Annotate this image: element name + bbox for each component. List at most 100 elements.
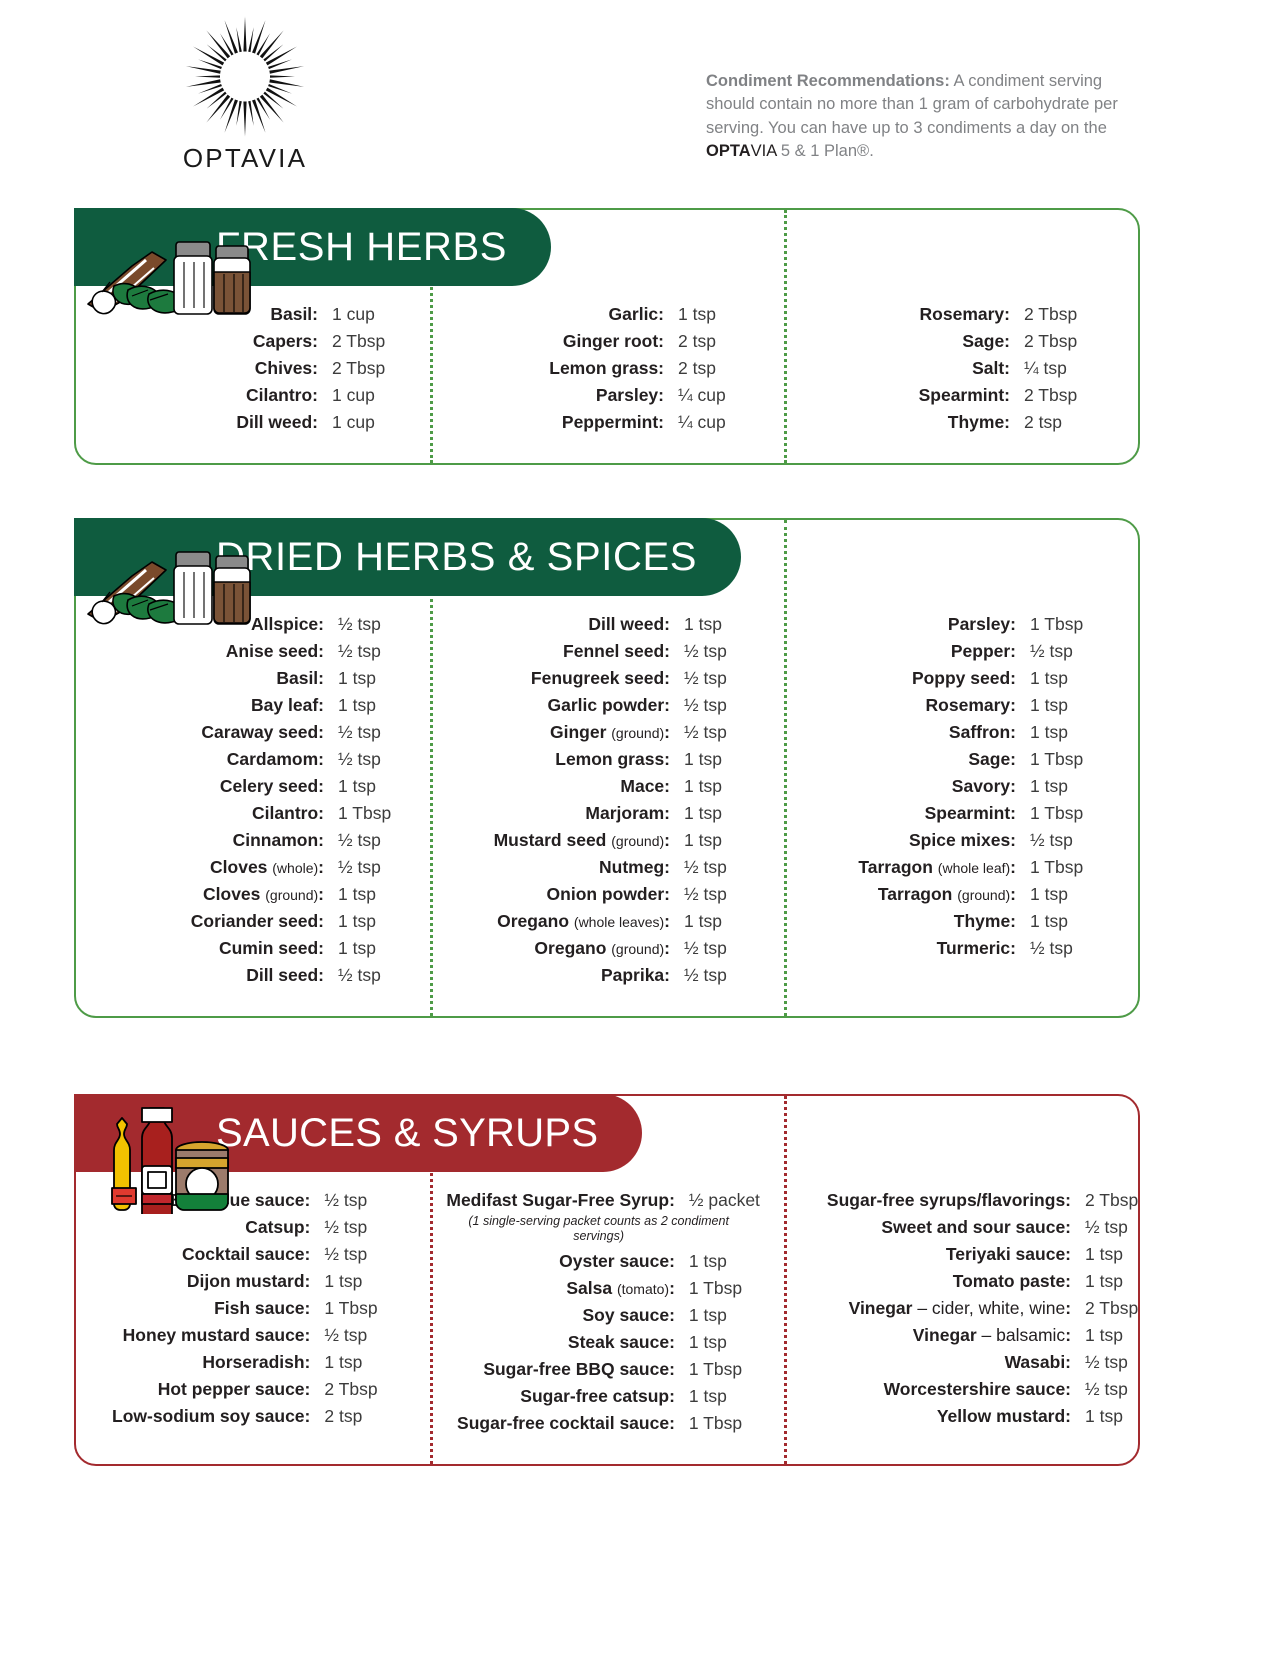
list-item: Soy sauce: 1 tsp <box>446 1305 779 1325</box>
item-name: Sugar-free BBQ sauce: <box>483 1359 675 1379</box>
item-name: Pepper: <box>950 641 1016 661</box>
list-item: Cocktail sauce: ½ tsp <box>112 1244 398 1264</box>
item-name: Fish sauce: <box>214 1298 311 1318</box>
list-item: Caraway seed: ½ tsp <box>112 722 410 742</box>
list-item: Fish sauce: 1 Tbsp <box>112 1298 398 1318</box>
item-amount: ½ tsp <box>1085 1217 1128 1237</box>
item-name: Spearmint: <box>924 803 1016 823</box>
list-item: Saffron: 1 tsp <box>804 722 1102 742</box>
item-name: Anise seed: <box>225 641 324 661</box>
item-name: Ginger root: <box>562 331 664 351</box>
item-name: Turmeric: <box>936 938 1016 958</box>
item-amount: 1 tsp <box>338 776 376 796</box>
brand-wordmark: OPTAVIA <box>182 143 308 173</box>
item-amount: ½ tsp <box>684 722 727 742</box>
column-2: Medifast Sugar-Free Syrup: ½ packet (1 sin… <box>422 1190 803 1442</box>
item-name: Worcestershire sauce: <box>883 1379 1072 1399</box>
list-item: Sage: 2 Tbsp <box>804 332 1102 351</box>
item-name: Rosemary: <box>925 695 1016 715</box>
list-item: Spearmint: 1 Tbsp <box>804 803 1102 823</box>
item-name: Tomato paste: <box>952 1271 1072 1291</box>
section-columns: Basil: 1 cup Capers: 2 Tbsp Chives: 2 Tbsp Cil… <box>76 210 1138 463</box>
list-item: Pepper: ½ tsp <box>804 641 1102 661</box>
list-item: Lemon grass: 2 tsp <box>458 359 756 378</box>
item-amount: 1 tsp <box>1030 668 1068 688</box>
item-amount: 1 Tbsp <box>338 803 392 823</box>
item-name: Saffron: <box>948 722 1016 742</box>
list-item: Wasabi: ½ tsp <box>827 1353 1159 1372</box>
list-item: Rosemary: 2 Tbsp <box>804 305 1102 324</box>
list-item: Paprika: ½ tsp <box>458 965 756 985</box>
item-amount: 1 tsp <box>338 695 376 715</box>
list-item: Low-sodium soy sauce: 2 tsp <box>112 1407 398 1426</box>
item-name: Celery seed: <box>219 776 324 796</box>
list-item: Chives: 2 Tbsp <box>112 359 410 378</box>
item-amount: ½ tsp <box>324 1217 368 1237</box>
item-amount: ½ tsp <box>338 857 381 877</box>
item-amount: ¼ cup <box>678 412 726 432</box>
item-amount: ½ tsp <box>338 614 381 634</box>
column-2: Garlic: 1 tsp Ginger root: 2 tsp Lemon grass… <box>434 305 780 441</box>
section-title: FRESH HERBS <box>216 224 508 269</box>
item-name: Vinegar – cider, white, wine: <box>848 1298 1072 1318</box>
list-item: Sweet and sour sauce: ½ tsp <box>827 1217 1159 1237</box>
column-divider <box>429 210 433 463</box>
list-item: Barbecue sauce: ½ tsp <box>112 1190 398 1210</box>
item-amount: 2 tsp <box>678 331 716 351</box>
condiment-recommendations-note: Condiment Recommendations: A condiment s… <box>706 70 1136 164</box>
list-item: Ginger (ground): ½ tsp <box>458 722 756 742</box>
item-amount: 1 tsp <box>688 1386 727 1406</box>
note-body-1: A condiment serving should contain no mo… <box>706 72 1118 137</box>
item-amount: 1 tsp <box>338 911 376 931</box>
column-divider <box>783 520 787 1016</box>
item-amount: ½ tsp <box>684 938 727 958</box>
item-name: Capers: <box>252 331 318 351</box>
item-subnote: (1 single-serving packet counts as 2 con… <box>468 1214 729 1243</box>
item-amount: ½ tsp <box>338 722 381 742</box>
item-amount: 2 tsp <box>1024 412 1062 432</box>
item-amount: 1 tsp <box>1030 884 1068 904</box>
item-amount: 1 tsp <box>688 1305 727 1325</box>
item-name: Oyster sauce: <box>559 1251 675 1271</box>
item-name: Barbecue sauce: <box>170 1190 311 1210</box>
item-name: Cumin seed: <box>218 938 324 958</box>
item-amount: 1 tsp <box>688 1251 727 1271</box>
item-amount: 1 tsp <box>1085 1271 1123 1291</box>
item-name: Peppermint: <box>561 412 664 432</box>
item-amount: 1 tsp <box>1030 776 1068 796</box>
list-item: Tomato paste: 1 tsp <box>827 1271 1159 1291</box>
list-item: Spice mixes: ½ tsp <box>804 830 1102 850</box>
item-amount: 1 tsp <box>338 938 376 958</box>
item-amount: 1 cup <box>332 385 375 405</box>
section-card-dried-herbs-spices: DRIED HERBS & SPICES Allspice: ½ tsp Anise… <box>74 518 1140 1018</box>
item-name: Spice mixes: <box>909 830 1016 850</box>
item-name: Dill weed: <box>236 412 318 432</box>
item-amount: 1 tsp <box>684 830 722 850</box>
list-item: Salsa (tomato): 1 Tbsp <box>446 1279 779 1298</box>
list-item: Steak sauce: 1 tsp <box>446 1333 779 1352</box>
item-amount: 1 tsp <box>684 803 722 823</box>
item-name: Dill seed: <box>246 965 324 985</box>
column-1: Barbecue sauce: ½ tsp Catsup: ½ tsp Cocktail… <box>88 1190 422 1442</box>
list-item: Cardamom: ½ tsp <box>112 750 410 769</box>
list-item: Capers: 2 Tbsp <box>112 331 410 351</box>
item-name: Sugar-free cocktail sauce: <box>457 1413 675 1433</box>
item-name: Teriyaki sauce: <box>945 1244 1072 1264</box>
item-amount: ½ tsp <box>684 965 727 985</box>
item-amount: 1 tsp <box>324 1352 363 1372</box>
list-item: Onion powder: ½ tsp <box>458 885 756 904</box>
item-name: Tarragon (whole leaf): <box>858 857 1016 877</box>
item-name: Fenugreek seed: <box>530 668 670 688</box>
list-item: Peppermint: ¼ cup <box>458 412 756 432</box>
list-item: Fenugreek seed: ½ tsp <box>458 668 756 688</box>
note-body-2: 5 & 1 Plan®. <box>776 142 874 161</box>
item-name: Cloves (whole): <box>210 857 324 877</box>
item-name: Sage: <box>968 749 1016 769</box>
item-amount: 1 tsp <box>1030 911 1068 931</box>
list-item: Mustard seed (ground): 1 tsp <box>458 830 756 850</box>
list-item: Oyster sauce: 1 tsp <box>446 1251 779 1271</box>
item-amount: ½ tsp <box>324 1244 368 1264</box>
item-amount: 1 tsp <box>1085 1244 1123 1264</box>
item-name: Sweet and sour sauce: <box>881 1217 1072 1237</box>
item-name: Medifast Sugar-Free Syrup: <box>446 1190 675 1210</box>
